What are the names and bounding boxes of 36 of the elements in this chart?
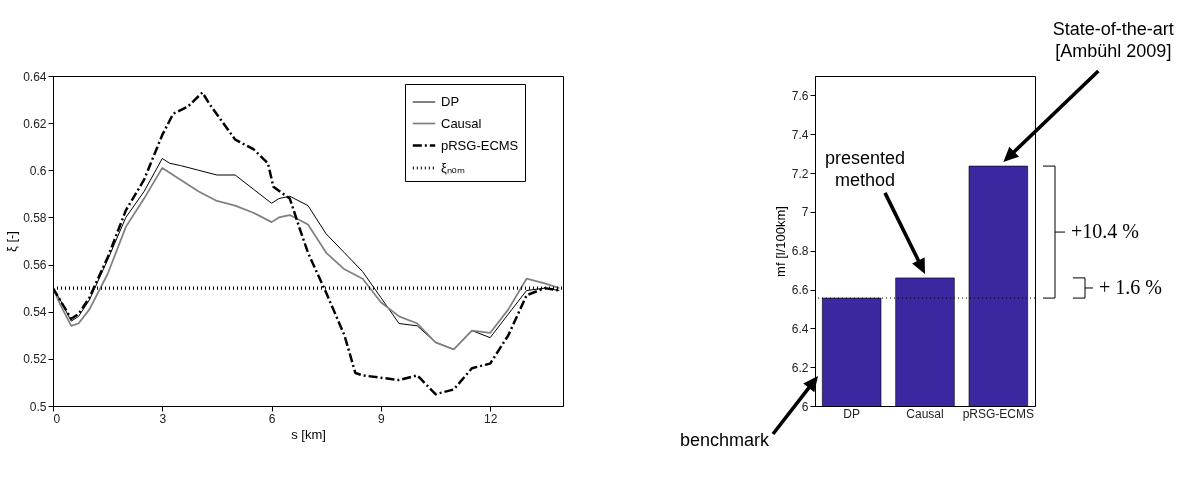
legend-label: pRSG-ECMS <box>441 137 519 153</box>
y-tick-label: 6.8 <box>791 244 809 259</box>
y-tick-label: 0.52 <box>23 352 47 367</box>
y-tick-label: 6.4 <box>791 321 809 336</box>
y-tick-label: 0.56 <box>23 258 47 273</box>
y-tick-label: 0.54 <box>23 305 47 320</box>
x-axis-title: s [km] <box>291 426 326 442</box>
x-tick-label: DP <box>843 406 860 421</box>
text: State-of-the-art [Ambühl 2009] <box>1052 19 1174 62</box>
y-tick-label: 0.6 <box>29 163 47 178</box>
y-axis-title: mf [l/100km] <box>772 206 788 277</box>
y-tick-label: 7 <box>801 205 809 220</box>
y-tick-label: 0.5 <box>29 399 47 414</box>
y-tick-label: 7.4 <box>791 127 809 142</box>
x-tick-label: Causal <box>906 406 944 421</box>
text: + 1.6 % <box>1099 275 1162 298</box>
y-tick-label: 0.64 <box>23 69 47 84</box>
x-tick-label: 12 <box>483 411 498 426</box>
y-tick-label: 0.62 <box>23 116 47 131</box>
text: +10.4 % <box>1071 220 1139 243</box>
x-tick-label: pRSG-ECMS <box>962 406 1035 421</box>
y-tick-label: 7.6 <box>791 88 809 103</box>
x-tick-label: 0 <box>53 411 61 426</box>
legend-label: DP <box>441 94 460 109</box>
x-tick-label: 3 <box>159 411 167 426</box>
x-tick-label: 6 <box>268 411 276 426</box>
y-tick-label: 7.2 <box>791 166 809 181</box>
text: benchmark <box>679 430 770 450</box>
y-tick-label: 6.2 <box>791 360 809 375</box>
y-tick-label: 6.6 <box>791 283 809 298</box>
legend-label: Causal <box>441 115 482 131</box>
legend-label: ξₙₒₘ <box>441 160 465 175</box>
y-axis-title: ξ [-] <box>4 231 20 252</box>
x-tick-label: 9 <box>378 411 386 426</box>
y-tick-label: 0.58 <box>23 210 47 225</box>
annotation: presented method <box>824 147 906 190</box>
